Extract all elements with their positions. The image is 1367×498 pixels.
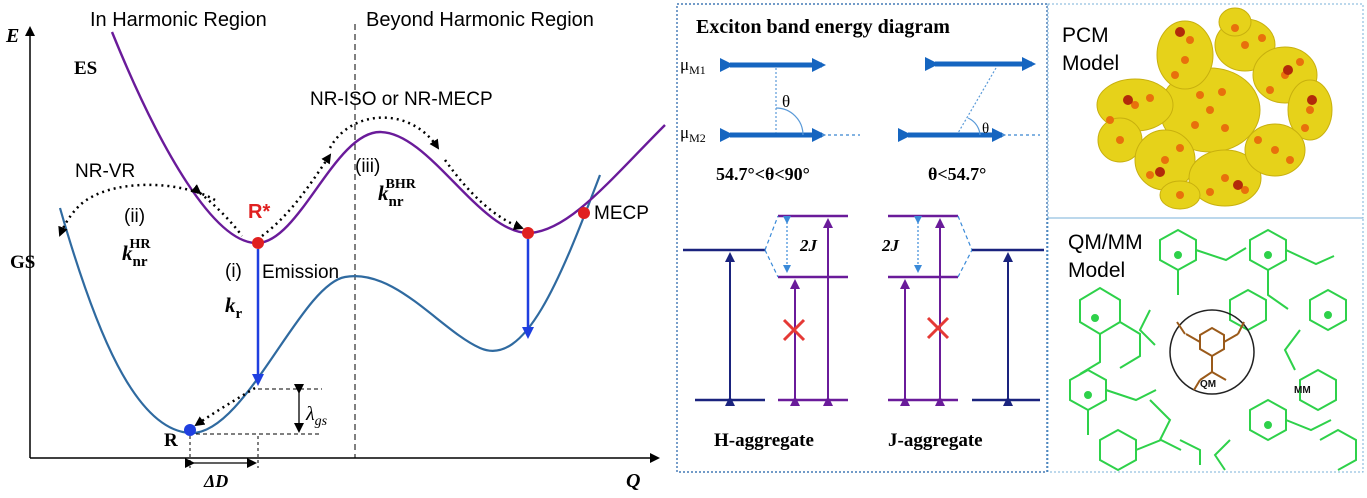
potential-energy-panel: E Q In Harmonic Region Beyond Harmonic R… <box>5 9 666 492</box>
qmmm-label: QM/MM <box>1068 231 1143 254</box>
region-left-label: In Harmonic Region <box>90 9 267 31</box>
k-r-label: kr <box>225 293 243 322</box>
mu-m2-label: μM2 <box>680 123 706 145</box>
k-nr-bhr-label: knrBHR <box>378 177 417 210</box>
excited-state-curve <box>110 31 666 245</box>
nr-iso-label: NR-ISO or NR-MECP <box>310 89 493 110</box>
j-theta-label: θ <box>982 121 989 137</box>
j-cross-icon <box>926 316 950 340</box>
nr-iso-arc-down <box>443 159 524 230</box>
r-point <box>184 424 196 436</box>
region-right-label: Beyond Harmonic Region <box>366 9 594 31</box>
j-aggregate-label: J-aggregate <box>888 430 983 451</box>
mm-label: MM <box>1294 385 1311 396</box>
exciton-panel: Exciton band energy diagram μM1 μM2 θ 54… <box>676 3 1048 473</box>
h-cross-icon <box>782 318 806 342</box>
nr-iso-arc <box>261 153 332 237</box>
x-axis-label: Q <box>626 470 640 492</box>
y-axis-label: E <box>5 25 19 47</box>
model-panel: PCM Model <box>1047 3 1364 473</box>
gs-label: GS <box>10 252 35 273</box>
cond-left-label: 54.7°<θ<90° <box>716 164 810 184</box>
emission-label: Emission <box>262 262 339 283</box>
exciton-panel-border <box>676 3 1048 473</box>
step-iii-label: (iii) <box>355 156 380 177</box>
exciton-title: Exciton band energy diagram <box>696 16 950 38</box>
j-theta-arc <box>967 117 981 136</box>
h-2j-label: 2J <box>799 236 818 255</box>
h-theta-label: θ <box>782 92 790 111</box>
k-nr-hr-label: knrHR <box>122 237 151 270</box>
nr-vr-arc-2 <box>190 184 244 237</box>
nr-vr-label: NR-VR <box>75 161 135 182</box>
qm-molecule <box>1176 321 1245 391</box>
mecp-point <box>578 207 590 219</box>
qmmm-panel-border <box>1047 217 1364 473</box>
pcm-panel-border <box>1047 3 1364 219</box>
qmmm-label-2: Model <box>1068 259 1125 282</box>
r-star-point <box>252 237 264 249</box>
qm-region-circle <box>1169 309 1255 395</box>
qmmm-crystal-image <box>1069 228 1357 472</box>
r-label: R <box>164 430 178 451</box>
h-theta-arc <box>775 107 804 136</box>
step-ii-label: (ii) <box>124 206 145 227</box>
intersection-point <box>522 227 534 239</box>
pcm-molecule-image <box>1096 7 1333 210</box>
qm-label: QM <box>1200 379 1216 390</box>
mu-m1-label: μM1 <box>680 55 706 77</box>
nr-vr-arc <box>58 183 216 237</box>
j-2j-label: 2J <box>881 236 900 255</box>
pcm-label-2: Model <box>1062 52 1119 75</box>
r-star-label: R* <box>248 201 270 223</box>
j-splitting-hex <box>957 215 973 278</box>
pcm-label: PCM <box>1062 24 1109 47</box>
cond-right-label: θ<54.7° <box>928 164 986 184</box>
mecp-label: MECP <box>594 203 649 224</box>
lambda-label: λgs <box>305 403 328 429</box>
j-dipole-link <box>957 67 997 134</box>
es-label: ES <box>74 58 97 79</box>
relaxation-arrow <box>194 386 256 427</box>
h-aggregate-label: H-aggregate <box>714 430 814 451</box>
delta-d-label: ΔD <box>203 471 228 491</box>
step-i-label: (i) <box>225 261 242 282</box>
h-splitting-hex <box>764 215 779 278</box>
